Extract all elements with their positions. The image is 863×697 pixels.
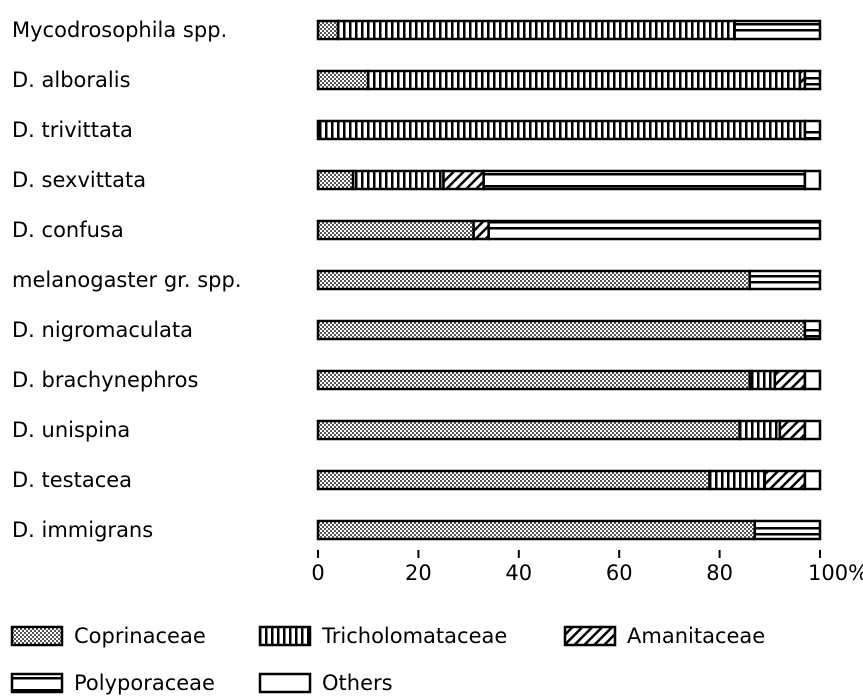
- bar-segment: [316, 519, 756, 541]
- category-label: D. confusa: [12, 218, 124, 242]
- category-label: melanogaster gr. spp.: [12, 268, 242, 292]
- legend-label: Polyporaceae: [74, 671, 215, 695]
- bar-segment: [351, 169, 445, 191]
- bar-segment: [763, 469, 807, 491]
- bar-segment: [733, 19, 822, 41]
- bar-segment: [753, 519, 822, 541]
- x-tick-label: 40: [505, 561, 532, 585]
- bar-segment: [316, 419, 741, 441]
- bar-segment: [803, 169, 822, 191]
- bar-segment: [803, 119, 822, 141]
- bar-segment: [738, 419, 782, 441]
- bar-segment: [487, 219, 822, 241]
- bar-segment: [482, 169, 807, 191]
- category-label: D. brachynephros: [12, 368, 198, 392]
- bar-segment: [803, 369, 822, 391]
- category-label: D. sexvittata: [12, 168, 146, 192]
- category-label: Mycodrosophila spp.: [12, 18, 227, 42]
- bar-segment: [803, 69, 822, 91]
- x-tick-label: 100%: [808, 561, 863, 585]
- category-label: D. testacea: [12, 468, 132, 492]
- bar-segment: [316, 219, 475, 241]
- legend-swatch: [258, 672, 312, 694]
- bar-segment: [803, 419, 822, 441]
- x-tick-label: 80: [706, 561, 733, 585]
- category-label: D. trivittata: [12, 118, 133, 142]
- legend-swatch: [258, 625, 312, 647]
- legend-label: Coprinaceae: [74, 624, 206, 648]
- bar-segment: [748, 369, 777, 391]
- category-label: D. alboralis: [12, 68, 131, 92]
- bar-segment: [803, 319, 822, 341]
- legend-label: Amanitaceae: [627, 624, 765, 648]
- bar-segment: [778, 419, 807, 441]
- bar-segment: [316, 19, 340, 41]
- legend-swatch: [563, 625, 617, 647]
- bar-segment: [472, 219, 490, 241]
- bar-segment: [316, 469, 711, 491]
- bar-segment: [316, 69, 370, 91]
- legend-label: Others: [322, 671, 393, 695]
- x-tick-label: 0: [311, 561, 324, 585]
- category-label: D. nigromaculata: [12, 318, 193, 342]
- bar-segment: [336, 19, 736, 41]
- bar-segment: [316, 119, 807, 141]
- bar-segment: [316, 369, 751, 391]
- legend-label: Tricholomataceae: [321, 624, 507, 648]
- category-label: D. immigrans: [12, 518, 153, 542]
- bar-segment: [316, 269, 751, 291]
- category-label: D. unispina: [12, 418, 130, 442]
- bar-segment: [803, 469, 822, 491]
- bar-segment: [708, 469, 767, 491]
- legend-swatch: [10, 672, 64, 694]
- bar-segment: [316, 319, 807, 341]
- legend-swatch: [10, 625, 64, 647]
- bar-segment: [748, 269, 822, 291]
- bar-segment: [773, 369, 807, 391]
- bar-segment: [442, 169, 485, 191]
- x-tick-label: 60: [606, 561, 633, 585]
- bar-segment: [366, 69, 802, 91]
- bar-segment: [316, 169, 355, 191]
- x-tick-label: 20: [405, 561, 432, 585]
